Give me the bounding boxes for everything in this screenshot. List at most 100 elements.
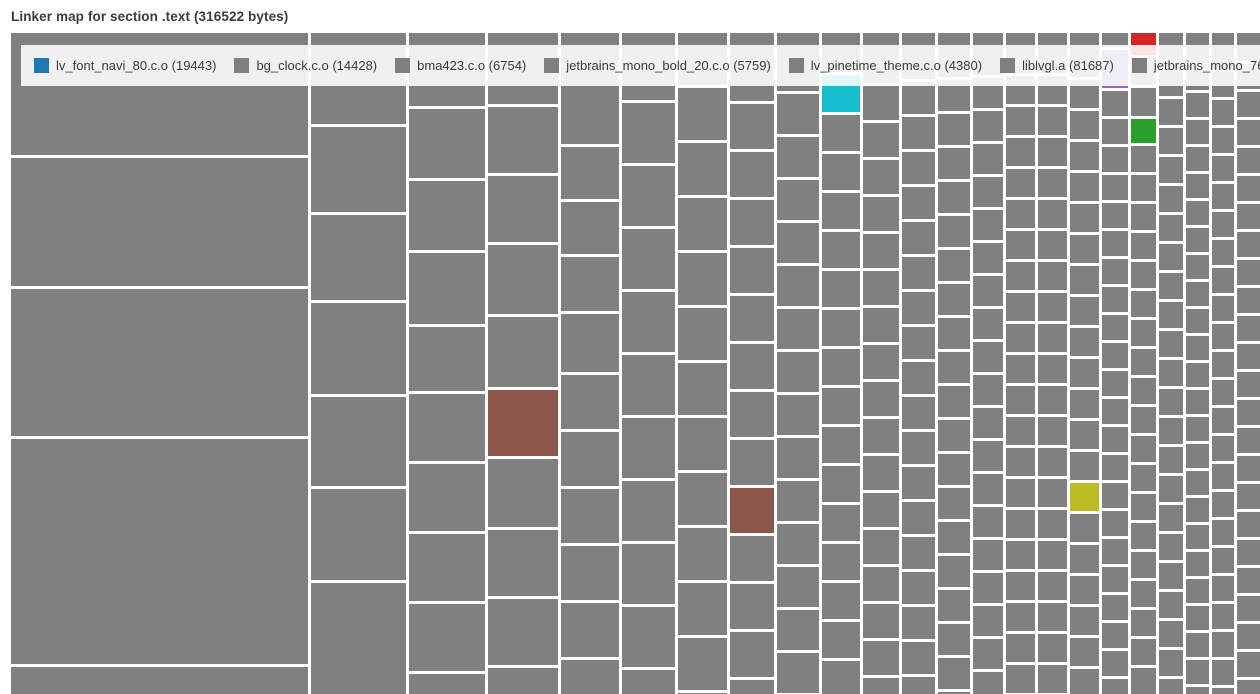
- treemap-tile: [1131, 262, 1156, 288]
- treemap-tile: [561, 546, 619, 600]
- treemap-tile: [311, 489, 406, 580]
- treemap-tile-highlight: [488, 390, 558, 456]
- treemap-tile: [1131, 494, 1156, 520]
- treemap-tile: [488, 530, 558, 596]
- treemap-tile: [488, 599, 558, 665]
- treemap-tile: [1186, 336, 1209, 360]
- treemap-tile: [863, 160, 899, 194]
- treemap-tile: [1102, 175, 1128, 200]
- treemap-tile: [1212, 240, 1234, 265]
- treemap-tile: [1237, 596, 1260, 621]
- treemap-tile: [938, 250, 970, 281]
- treemap-tile: [822, 193, 860, 229]
- treemap-tile: [1070, 235, 1099, 263]
- treemap-tile: [1131, 523, 1156, 549]
- treemap-tile: [730, 104, 774, 149]
- treemap-tile: [561, 375, 619, 429]
- legend-label: bma423.c.o (6754): [417, 58, 527, 73]
- treemap-tile: [1212, 212, 1234, 237]
- treemap-tile: [1212, 268, 1234, 293]
- treemap-tile: [1131, 204, 1156, 230]
- treemap-tile: [822, 310, 860, 346]
- treemap-tile: [863, 123, 899, 157]
- treemap-tile: [1102, 679, 1128, 694]
- treemap-tile: [409, 327, 485, 391]
- treemap-tile: [1159, 389, 1183, 415]
- treemap-tile: [938, 522, 970, 553]
- treemap-tile: [1102, 595, 1128, 620]
- treemap-tile: [777, 309, 819, 349]
- treemap-tile: [11, 289, 308, 436]
- treemap-tile: [1237, 456, 1260, 481]
- treemap-tile: [973, 474, 1003, 504]
- treemap-tile: [678, 638, 727, 690]
- treemap-tile: [622, 418, 675, 478]
- treemap-tile: [1070, 266, 1099, 294]
- treemap-tile: [973, 342, 1003, 372]
- treemap-tile: [902, 397, 935, 429]
- treemap-tile: [1186, 417, 1209, 441]
- treemap-tile: [678, 583, 727, 635]
- treemap-tile: [1006, 572, 1035, 600]
- treemap-tile: [561, 314, 619, 372]
- treemap-tile: [622, 166, 675, 226]
- treemap-tile: [777, 524, 819, 564]
- legend-item: jetbrains_mono_76.c.o (3321): [1131, 58, 1260, 73]
- treemap-tile: [1102, 343, 1128, 368]
- legend-label: jetbrains_mono_76.c.o (3321): [1153, 58, 1260, 73]
- treemap-tile: [1237, 176, 1260, 201]
- legend-swatch: [788, 58, 804, 73]
- treemap-tile: [1070, 545, 1099, 573]
- treemap-tile: [1102, 539, 1128, 564]
- treemap-tile: [409, 534, 485, 601]
- treemap-tile: [409, 109, 485, 178]
- legend-swatch: [1131, 58, 1147, 73]
- treemap-tile: [678, 253, 727, 305]
- treemap-tile: [1038, 107, 1067, 135]
- treemap-tile: [1159, 418, 1183, 444]
- treemap-tile: [973, 144, 1003, 174]
- treemap-tile: [1006, 324, 1035, 352]
- treemap-tile: [938, 216, 970, 247]
- treemap-tile: [1038, 324, 1067, 352]
- treemap-tile: [902, 362, 935, 394]
- treemap-tile: [863, 308, 899, 342]
- treemap-tile: [561, 257, 619, 311]
- treemap-tile: [1212, 128, 1234, 153]
- treemap-tile: [1131, 291, 1156, 317]
- treemap-tile: [678, 88, 727, 140]
- treemap-tile: [1038, 169, 1067, 197]
- treemap-tile: [1186, 633, 1209, 657]
- treemap-tile: [1102, 651, 1128, 676]
- treemap-tile: [822, 466, 860, 502]
- treemap-tile: [1131, 668, 1156, 694]
- treemap-tile: [1070, 142, 1099, 170]
- treemap-tile: [1159, 563, 1183, 589]
- treemap-tile: [1159, 128, 1183, 154]
- legend-label: lv_font_navi_80.c.o (19443): [56, 58, 217, 73]
- treemap-tile: [1070, 111, 1099, 139]
- treemap-tile: [1070, 204, 1099, 232]
- treemap-tile: [1212, 324, 1234, 349]
- treemap-tile: [409, 253, 485, 324]
- treemap-tile: [863, 456, 899, 490]
- treemap-tile: [822, 544, 860, 580]
- treemap-tile: [863, 641, 899, 675]
- treemap-tile: [730, 680, 774, 694]
- treemap-tile: [409, 674, 485, 694]
- treemap-tile: [1186, 660, 1209, 684]
- treemap-tile: [1212, 604, 1234, 629]
- treemap-tile: [1212, 660, 1234, 685]
- treemap-tile: [1131, 88, 1156, 116]
- treemap-tile: [311, 583, 406, 694]
- treemap-tile: [622, 670, 675, 694]
- treemap-tile: [938, 182, 970, 213]
- legend-item: jetbrains_mono_bold_20.c.o (5759): [544, 58, 771, 73]
- treemap-tile: [1212, 464, 1234, 489]
- treemap-tile: [1159, 273, 1183, 299]
- treemap-tile: [973, 408, 1003, 438]
- treemap-tile: [973, 375, 1003, 405]
- treemap-tile: [1237, 680, 1260, 694]
- treemap-tile: [938, 692, 970, 694]
- treemap-tile: [902, 432, 935, 464]
